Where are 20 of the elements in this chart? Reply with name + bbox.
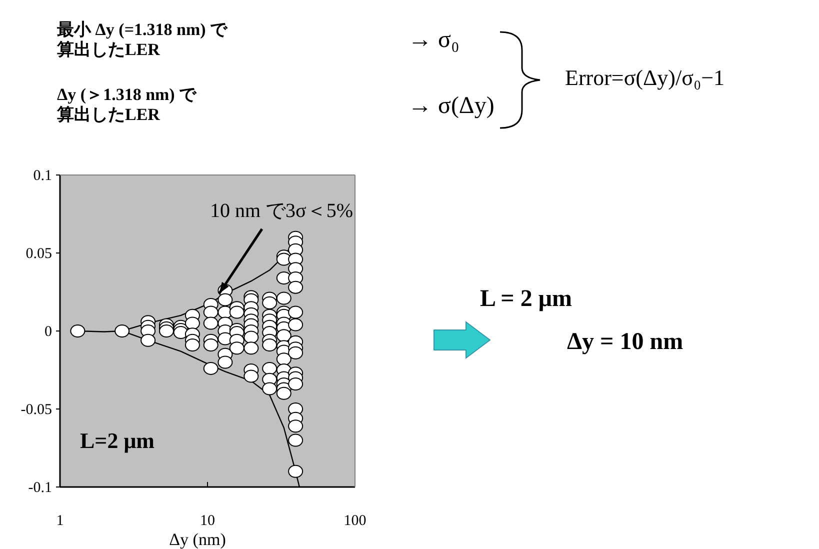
annotation: 10 nm で3σ＜5% (210, 200, 353, 222)
text: 算出したLER (56, 105, 161, 124)
y-tick-label: -0.1 (28, 480, 52, 496)
y-tick-label: -0.05 (20, 402, 52, 418)
y-tick-label: 0 (44, 324, 52, 340)
text: Δy (＞1.318 nm) で (57, 85, 198, 104)
text: → σ(Δy) (408, 93, 494, 119)
x-tick-label: 1 (56, 513, 64, 529)
x-tick-label: 100 (344, 513, 366, 529)
x-tick-label: 10 (200, 513, 215, 529)
text: L = 2 μm (480, 286, 572, 312)
annotation: L=2 μm (80, 428, 155, 453)
text: Error=σ(Δy)/σ₀−1 (565, 65, 725, 90)
x-axis-title: Δy (nm) (169, 530, 226, 549)
text: 最小 Δy (=1.318 nm) で (56, 20, 228, 39)
y-tick-label: 0.1 (33, 168, 52, 184)
text: 算出したLER (56, 40, 161, 59)
text: → σ₀ (408, 27, 460, 53)
y-tick-label: 0.05 (26, 246, 52, 262)
text: Δy = 10 nm (567, 329, 684, 355)
